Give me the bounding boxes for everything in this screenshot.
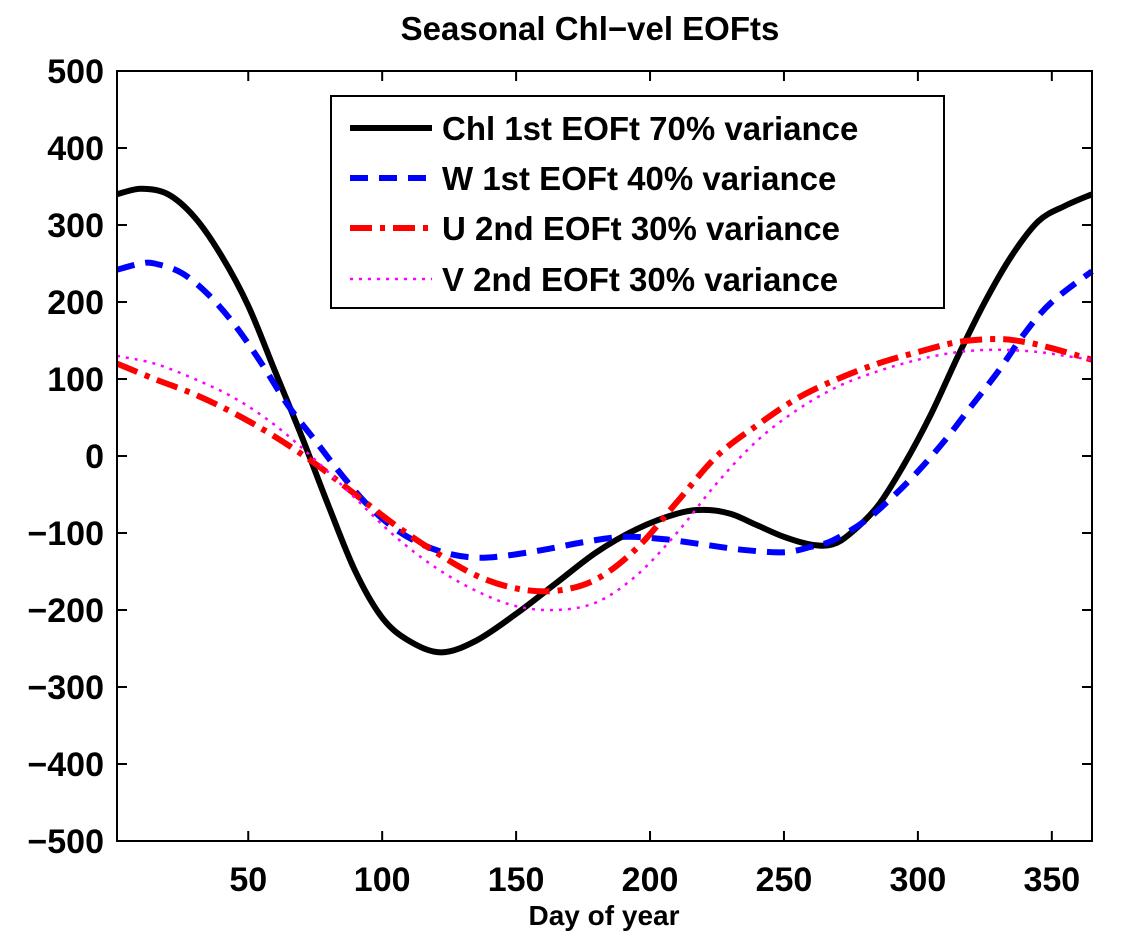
- y-tick-label: 100: [47, 361, 104, 399]
- series-layer: [115, 185, 1094, 656]
- x-tick-label: 50: [229, 861, 267, 899]
- series-line-3: [115, 335, 1093, 595]
- y-tick-label: 500: [47, 53, 104, 91]
- series-line-4: [116, 348, 1093, 612]
- x-tick-label: 250: [756, 861, 813, 899]
- series-line-1: [116, 185, 1094, 656]
- y-tick-label: −100: [27, 515, 104, 553]
- x-tick-label: 100: [354, 861, 411, 899]
- legend-box: [330, 95, 945, 309]
- x-tick-label: 200: [622, 861, 679, 899]
- y-tick-label: 0: [85, 438, 104, 476]
- x-tick-label: 300: [890, 861, 947, 899]
- y-tick-label: −200: [27, 592, 104, 630]
- y-tick-label: 200: [47, 284, 104, 322]
- legend-label-4: V 2nd EOFt 30% variance: [442, 261, 838, 298]
- x-axis: 50 100 150 200 250 300 350: [229, 71, 1080, 899]
- y-tick-label: −500: [27, 823, 104, 861]
- legend: Chl 1st EOFt 70% variance W 1st EOFt 40% …: [330, 95, 945, 309]
- x-tick-label: 350: [1023, 861, 1080, 899]
- legend-label-1: Chl 1st EOFt 70% variance: [442, 110, 858, 147]
- chart-title: Seasonal Chl−vel EOFts: [401, 10, 780, 47]
- x-tick-label: 150: [488, 861, 545, 899]
- x-axis-label: Day of year: [529, 900, 680, 931]
- y-tick-label: −300: [27, 669, 104, 707]
- y-tick-label: −400: [27, 746, 104, 784]
- y-axis: −500 −400 −300 −200 −100 0 100 200 300 400 500: [27, 53, 1092, 861]
- legend-label-2: W 1st EOFt 40% variance: [442, 160, 836, 197]
- y-tick-label: 400: [47, 130, 104, 168]
- y-tick-label: 300: [47, 207, 104, 245]
- legend-label-3: U 2nd EOFt 30% variance: [442, 210, 840, 247]
